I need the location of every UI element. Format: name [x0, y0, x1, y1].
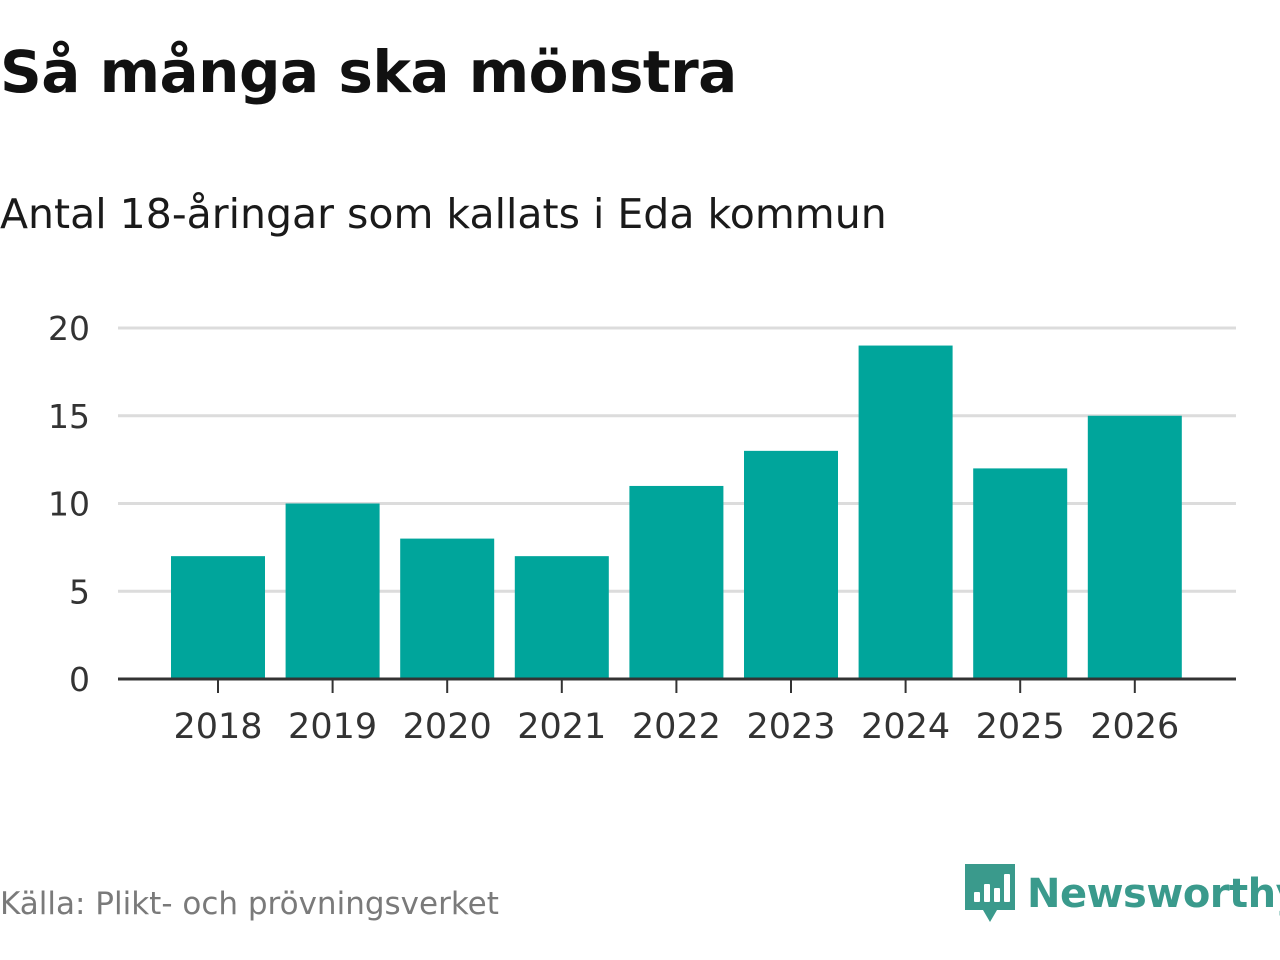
bar-2025	[973, 468, 1068, 679]
source-note: Källa: Plikt- och prövningsverket	[0, 886, 499, 922]
bar-2020	[400, 538, 495, 679]
bar-2022	[629, 485, 724, 679]
y-axis-labels: 0 5 10 15 20	[48, 309, 90, 699]
x-tick-label: 2026	[1090, 707, 1179, 747]
bar-2024	[858, 345, 953, 679]
x-tick-label: 2022	[632, 707, 721, 747]
x-axis-labels: 2018 2019 2020 2021 2022 2023 2024 2025 2026	[173, 707, 1179, 747]
brand-logo: Newsworthy	[965, 862, 1280, 926]
x-tick-label: 2025	[976, 707, 1065, 747]
x-tick-label: 2021	[517, 707, 606, 747]
y-tick-label: 0	[69, 660, 90, 699]
y-tick-label: 15	[48, 397, 90, 436]
x-tick-label: 2020	[403, 707, 492, 747]
bar-2019	[285, 503, 380, 679]
x-tick-label: 2019	[288, 707, 377, 747]
x-tick-label: 2023	[746, 707, 835, 747]
bar-2026	[1087, 415, 1182, 679]
y-tick-label: 20	[48, 309, 90, 348]
bar-2018	[171, 556, 265, 679]
x-axis	[118, 677, 1236, 693]
x-tick-label: 2018	[173, 707, 262, 747]
newsworthy-logo-icon	[965, 864, 1015, 922]
bar-2021	[514, 556, 609, 679]
bar-2023	[744, 450, 838, 679]
y-tick-label: 5	[69, 572, 90, 611]
brand-name: Newsworthy	[1027, 871, 1280, 917]
chart-subtitle: Antal 18-åringar som kallats i Eda kommu…	[0, 190, 887, 238]
y-tick-label: 10	[48, 485, 90, 524]
chart-title: Så många ska mönstra	[0, 38, 737, 106]
bars	[171, 345, 1182, 679]
bar-chart: 0 5 10 15 20 2018 2019 2020 2021 2022 2023 2024 202…	[48, 309, 1236, 747]
x-tick-label: 2024	[861, 707, 950, 747]
